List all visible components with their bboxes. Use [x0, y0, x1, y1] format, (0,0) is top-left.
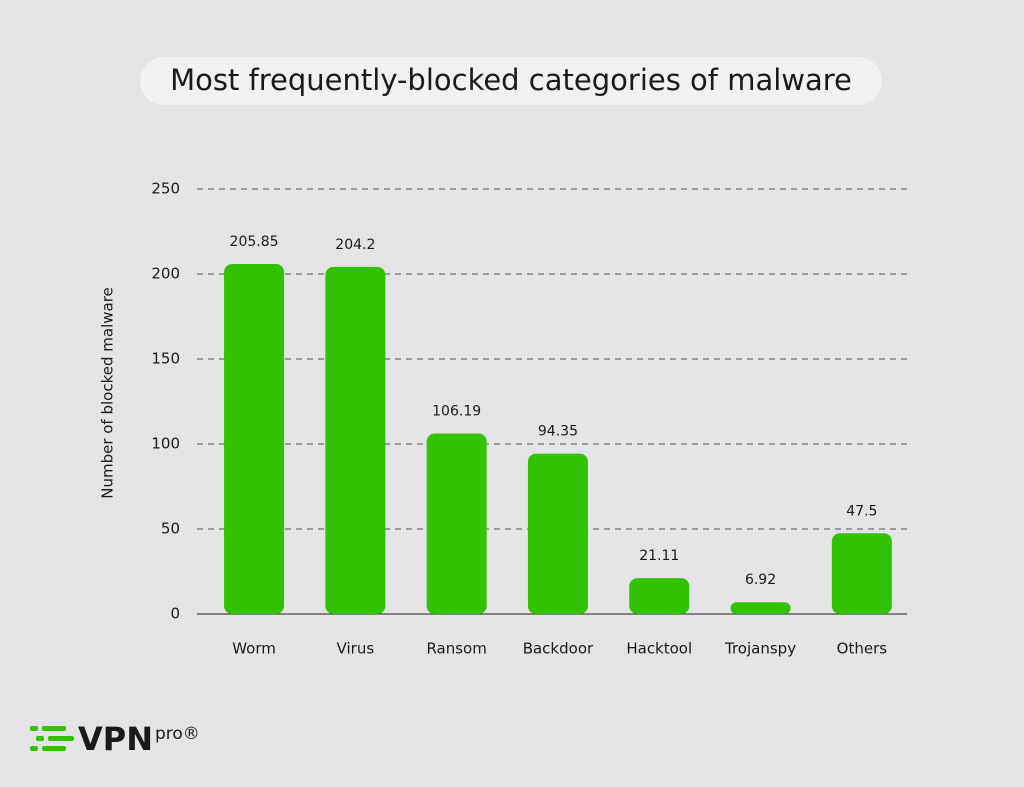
value-label: 94.35 [538, 424, 578, 440]
y-tick-label: 0 [170, 605, 180, 623]
logo-icon [30, 726, 74, 751]
title-pill [140, 57, 882, 105]
logo-suffix: pro® [155, 724, 200, 744]
x-tick-label: Backdoor [523, 640, 594, 658]
bar [730, 602, 791, 614]
x-tick-label: Trojanspy [724, 640, 796, 658]
chart-title: Most frequently-blocked categories of ma… [170, 63, 852, 97]
y-tick-label: 50 [161, 520, 180, 538]
bar [629, 578, 690, 614]
bar [426, 433, 487, 614]
bar [325, 266, 386, 614]
value-label: 204.2 [335, 237, 375, 253]
value-label: 47.5 [846, 503, 877, 519]
x-tick-label: Others [837, 640, 888, 658]
y-tick-label: 250 [151, 180, 180, 198]
y-tick-label: 150 [151, 350, 180, 368]
value-label: 21.11 [639, 548, 679, 564]
logo-text: VPN [78, 720, 153, 758]
x-tick-label: Hacktool [626, 640, 692, 658]
bar [224, 264, 285, 614]
value-label: 106.19 [432, 403, 481, 419]
bar [527, 453, 588, 614]
x-tick-label: Virus [337, 640, 375, 658]
y-tick-label: 200 [151, 265, 180, 283]
bar [831, 533, 892, 614]
value-label: 6.92 [745, 572, 776, 588]
value-label: 205.85 [230, 234, 279, 250]
x-tick-label: Ransom [426, 640, 486, 658]
x-tick-label: Worm [232, 640, 276, 658]
y-tick-label: 100 [151, 435, 180, 453]
y-axis-label: Number of blocked malware [99, 287, 117, 499]
